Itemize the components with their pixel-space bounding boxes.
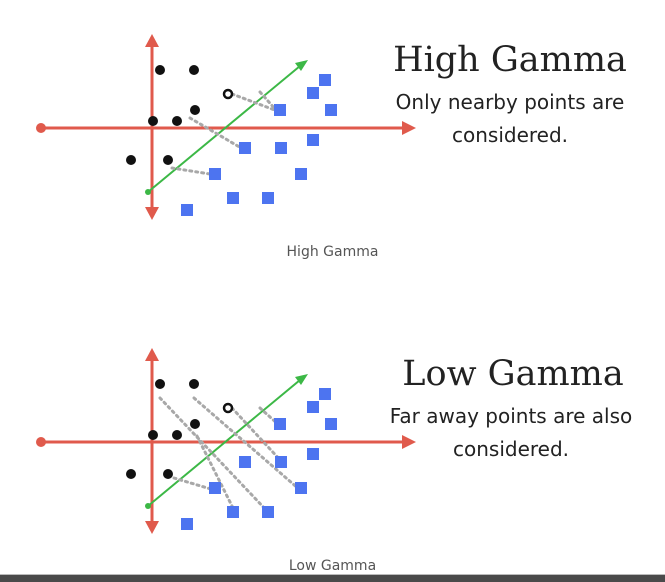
class-a-point xyxy=(148,116,158,126)
decision-boundary-arrowhead xyxy=(295,60,308,71)
y-axis-arrowhead-top xyxy=(145,34,159,47)
panel-high-gamma: High Gamma Only nearby points are consid… xyxy=(0,0,665,290)
class-a-point xyxy=(190,419,200,429)
class-b-point xyxy=(295,482,307,494)
class-a-point xyxy=(155,379,165,389)
class-b-point xyxy=(307,87,319,99)
figure-caption: High Gamma xyxy=(286,244,379,260)
class-a-point xyxy=(172,116,182,126)
y-axis-arrowhead-top xyxy=(145,348,159,361)
class-b-point xyxy=(262,506,274,518)
influence-dotted-line xyxy=(258,406,282,428)
class-a-point xyxy=(126,155,136,165)
class-b-point xyxy=(325,418,337,430)
decision-boundary-arrowhead xyxy=(295,374,308,385)
influence-dotted-line xyxy=(188,116,250,154)
class-b-point xyxy=(325,104,337,116)
x-axis-arrowhead xyxy=(402,121,416,135)
decision-boundary-start xyxy=(145,189,151,195)
description-line: considered. xyxy=(451,123,569,147)
class-a-point xyxy=(163,155,173,165)
class-b-point xyxy=(319,388,331,400)
class-b-point xyxy=(262,192,274,204)
description-line: considered. xyxy=(452,437,570,461)
influence-dotted-line xyxy=(172,476,216,492)
decision-boundary-start xyxy=(145,503,151,509)
description-line: Only nearby points are xyxy=(395,90,625,114)
x-axis-origin-dot xyxy=(36,123,46,133)
influence-dotted-line xyxy=(192,396,302,492)
influence-dotted-line xyxy=(158,396,270,514)
class-b-point xyxy=(239,142,251,154)
y-axis-arrowhead-bottom xyxy=(145,521,159,534)
class-a-point xyxy=(148,430,158,440)
decision-boundary-arrow xyxy=(147,379,301,507)
class-b-point xyxy=(181,204,193,216)
influence-dotted-line xyxy=(195,434,237,514)
class-b-point xyxy=(227,506,239,518)
class-b-point xyxy=(274,418,286,430)
description-line: Far away points are also xyxy=(389,404,633,428)
y-axis-arrowhead-bottom xyxy=(145,207,159,220)
figure-caption: Low Gamma xyxy=(288,558,377,574)
highlighted-point xyxy=(222,88,234,100)
class-b-point xyxy=(275,142,287,154)
window-bottom-edge xyxy=(0,574,665,582)
class-b-point xyxy=(274,104,286,116)
influence-dotted-line xyxy=(230,92,282,114)
class-a-point xyxy=(189,379,199,389)
class-a-point xyxy=(163,469,173,479)
class-b-point xyxy=(227,192,239,204)
panel-description: Only nearby points are considered. xyxy=(370,86,650,152)
class-b-point xyxy=(295,168,307,180)
class-b-point xyxy=(275,456,287,468)
class-a-point xyxy=(155,65,165,75)
panel-low-gamma: Low Gamma Far away points are also consi… xyxy=(0,314,665,574)
panel-title: Low Gamma xyxy=(402,354,624,394)
class-b-point xyxy=(307,401,319,413)
influence-dotted-line xyxy=(230,406,284,464)
highlighted-point xyxy=(222,402,234,414)
class-a-point xyxy=(190,105,200,115)
x-axis-arrowhead xyxy=(402,435,416,449)
high-gamma-diagram xyxy=(36,34,416,220)
class-b-point xyxy=(181,518,193,530)
class-b-point xyxy=(307,448,319,460)
class-b-point xyxy=(319,74,331,86)
panel-title: High Gamma xyxy=(393,40,627,80)
x-axis-origin-dot xyxy=(36,437,46,447)
influence-dotted-line xyxy=(170,166,212,176)
influence-dotted-line xyxy=(258,90,278,112)
class-a-point xyxy=(126,469,136,479)
decision-boundary-arrow xyxy=(147,65,301,193)
class-a-point xyxy=(189,65,199,75)
class-b-point xyxy=(209,482,221,494)
panel-description: Far away points are also considered. xyxy=(370,400,652,466)
class-b-point xyxy=(239,456,251,468)
class-b-point xyxy=(307,134,319,146)
class-a-point xyxy=(172,430,182,440)
class-b-point xyxy=(209,168,221,180)
low-gamma-diagram xyxy=(36,348,416,534)
